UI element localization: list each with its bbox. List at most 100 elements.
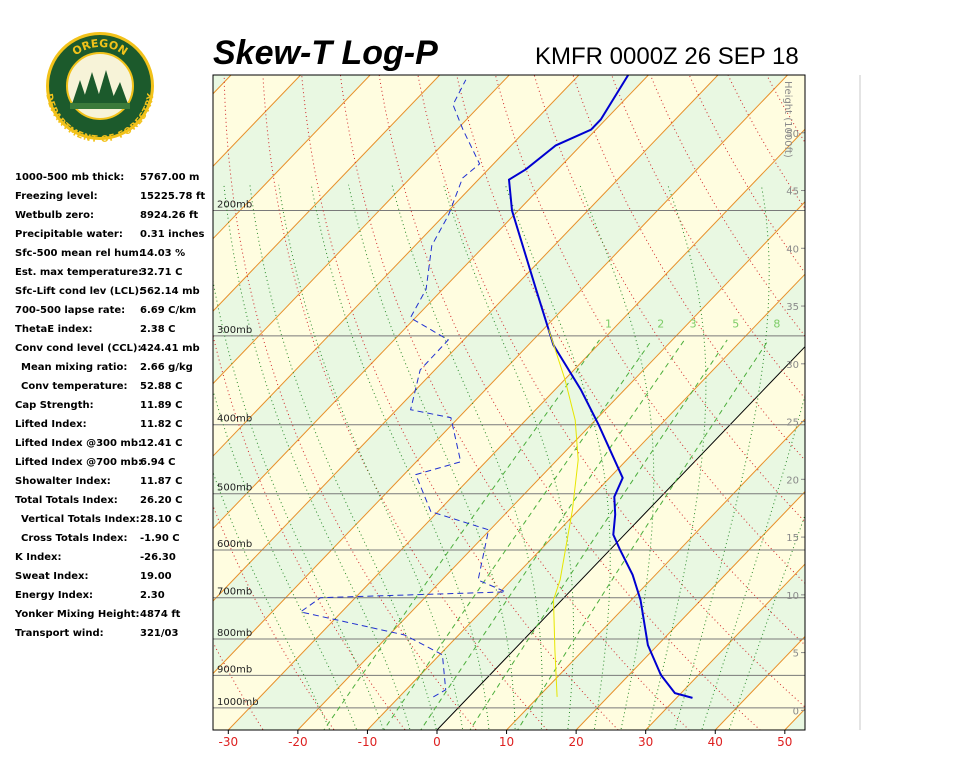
- stat-label: Lifted Index @700 mb:: [15, 457, 142, 468]
- mixing-ratio-label: 3: [690, 317, 697, 330]
- isotherm: [575, 490, 805, 730]
- isotherm: [213, 75, 649, 530]
- dry-adiabat: [611, 75, 805, 400]
- plot-area: [213, 63, 960, 733]
- zero-isotherm: [436, 345, 805, 730]
- stat-value: 32.71 C: [140, 267, 182, 278]
- pressure-label: 700mb: [217, 587, 252, 598]
- stat-value: 0.31 inches: [140, 229, 205, 240]
- stat-label: Showalter Index:: [15, 476, 111, 487]
- stat-label: Lifted Index @300 mb:: [15, 438, 142, 449]
- x-tick-label: -20: [288, 735, 308, 749]
- stat-value: 2.38 C: [140, 324, 176, 335]
- stat-label: Conv cond level (CCL):: [15, 343, 142, 354]
- chart-subtitle: KMFR 0000Z 26 SEP 18: [535, 43, 799, 70]
- isotherm: [784, 708, 805, 730]
- dry-adiabat: [213, 504, 335, 730]
- profile-line: [299, 79, 506, 698]
- y2-tick-label: 10: [786, 591, 799, 602]
- moist-adiabat: [213, 471, 331, 730]
- isotherm: [213, 75, 371, 240]
- stat-label: Sfc-Lift cond lev (LCL):: [15, 286, 143, 297]
- pressure-label: 500mb: [217, 483, 252, 494]
- dry-adiabat: [572, 75, 805, 461]
- pressure-label: 300mb: [217, 325, 252, 336]
- axes: 200mb 300mb 400mb 500mb 600mb 700mb 800mb 900mb…: [217, 81, 805, 749]
- logo: OREGON DEPARTMENT OF FORESTRY: [44, 32, 156, 145]
- isotherm: [213, 75, 510, 385]
- moist-adiabat: [348, 184, 516, 730]
- stat-value: 19.00: [140, 571, 172, 582]
- stat-value: 424.41 mb: [140, 343, 200, 354]
- stat-label: Freezing level:: [15, 191, 98, 202]
- pressure-label: 900mb: [217, 664, 252, 675]
- dry-adiabat: [952, 63, 960, 733]
- isotherm: [297, 201, 805, 730]
- pressure-label: 400mb: [217, 414, 252, 425]
- stat-value: 28.10 C: [140, 514, 182, 525]
- moist-adiabat: [443, 184, 574, 730]
- moist-adiabat: [504, 184, 611, 730]
- stat-label: Vertical Totals Index:: [21, 514, 140, 525]
- x-tick-label: 10: [499, 735, 514, 749]
- stat-label: Cap Strength:: [15, 400, 94, 411]
- stat-label: Cross Totals Index:: [21, 533, 128, 544]
- isotherm: [213, 75, 441, 312]
- pressure-label: 800mb: [217, 628, 252, 639]
- y2-axis-label: Height (1000ft): [782, 81, 793, 158]
- moist-adiabat: [579, 184, 655, 730]
- stat-value: 6.94 C: [140, 457, 176, 468]
- mixing-ratio-label: 2: [657, 317, 664, 330]
- stat-value: 14.03 %: [140, 248, 185, 259]
- plot-frame: [212, 74, 806, 731]
- dry-adiabat: [378, 75, 761, 730]
- y2-tick-label: 40: [786, 244, 799, 255]
- moist-adiabat: [223, 184, 411, 730]
- x-tick-label: -30: [218, 735, 238, 749]
- pressure-label: 200mb: [217, 200, 252, 211]
- mixing-ratio-label: 1: [605, 317, 612, 330]
- dry-adiabat: [262, 75, 548, 730]
- logo-center: [66, 52, 134, 120]
- isotherm: [227, 128, 805, 730]
- isotherm: [213, 75, 719, 602]
- chart-title: Skew-T Log-P: [213, 34, 438, 72]
- stat-value: 15225.78 ft: [140, 191, 205, 202]
- y2-tick-label: 50: [786, 129, 799, 140]
- x-tick-label: 30: [638, 735, 653, 749]
- dry-adiabat: [533, 75, 805, 523]
- stat-value: 12.41 C: [140, 438, 182, 449]
- x-tick-label: 20: [568, 735, 583, 749]
- x-tick-label: -10: [358, 735, 378, 749]
- stat-label: Sfc-500 mean rel hum:: [15, 248, 143, 259]
- stat-value: 4874 ft: [140, 609, 181, 620]
- logo-ground: [70, 103, 130, 109]
- moist-adiabat: [701, 393, 805, 730]
- x-tick-label: 0: [433, 735, 441, 749]
- moist-adiabat: [728, 513, 805, 730]
- dry-adiabat: [339, 75, 690, 730]
- profile-line: [507, 75, 693, 699]
- stat-value: -1.90 C: [140, 533, 180, 544]
- stat-value: 11.82 C: [140, 419, 182, 430]
- stat-value: 562.14 mb: [140, 286, 200, 297]
- mixing-ratio-line: [517, 339, 769, 730]
- moist-adiabat: [249, 184, 437, 730]
- x-tick-label: 50: [777, 735, 792, 749]
- stat-value: 52.88 C: [140, 381, 182, 392]
- stat-label: Transport wind:: [15, 628, 104, 639]
- stat-value: 8924.26 ft: [140, 210, 198, 221]
- stat-value: 11.89 C: [140, 400, 182, 411]
- logo-top-path: OREGON: [70, 37, 130, 58]
- stats-list: 1000-500 mb thick: 5767.00 m Freezing leve…: [14, 172, 205, 639]
- stat-value: 5767.00 m: [140, 172, 199, 183]
- isotherm: [213, 75, 580, 457]
- y2-tick-label: 30: [786, 360, 799, 371]
- x-tick-label: 40: [708, 735, 723, 749]
- isotherm: [645, 563, 805, 730]
- stat-label: Est. max temperature:: [15, 267, 142, 278]
- mixing-ratio-line: [420, 339, 685, 730]
- mixing-ratio-label: 5: [732, 317, 739, 330]
- stat-label: Yonker Mixing Height:: [14, 609, 140, 620]
